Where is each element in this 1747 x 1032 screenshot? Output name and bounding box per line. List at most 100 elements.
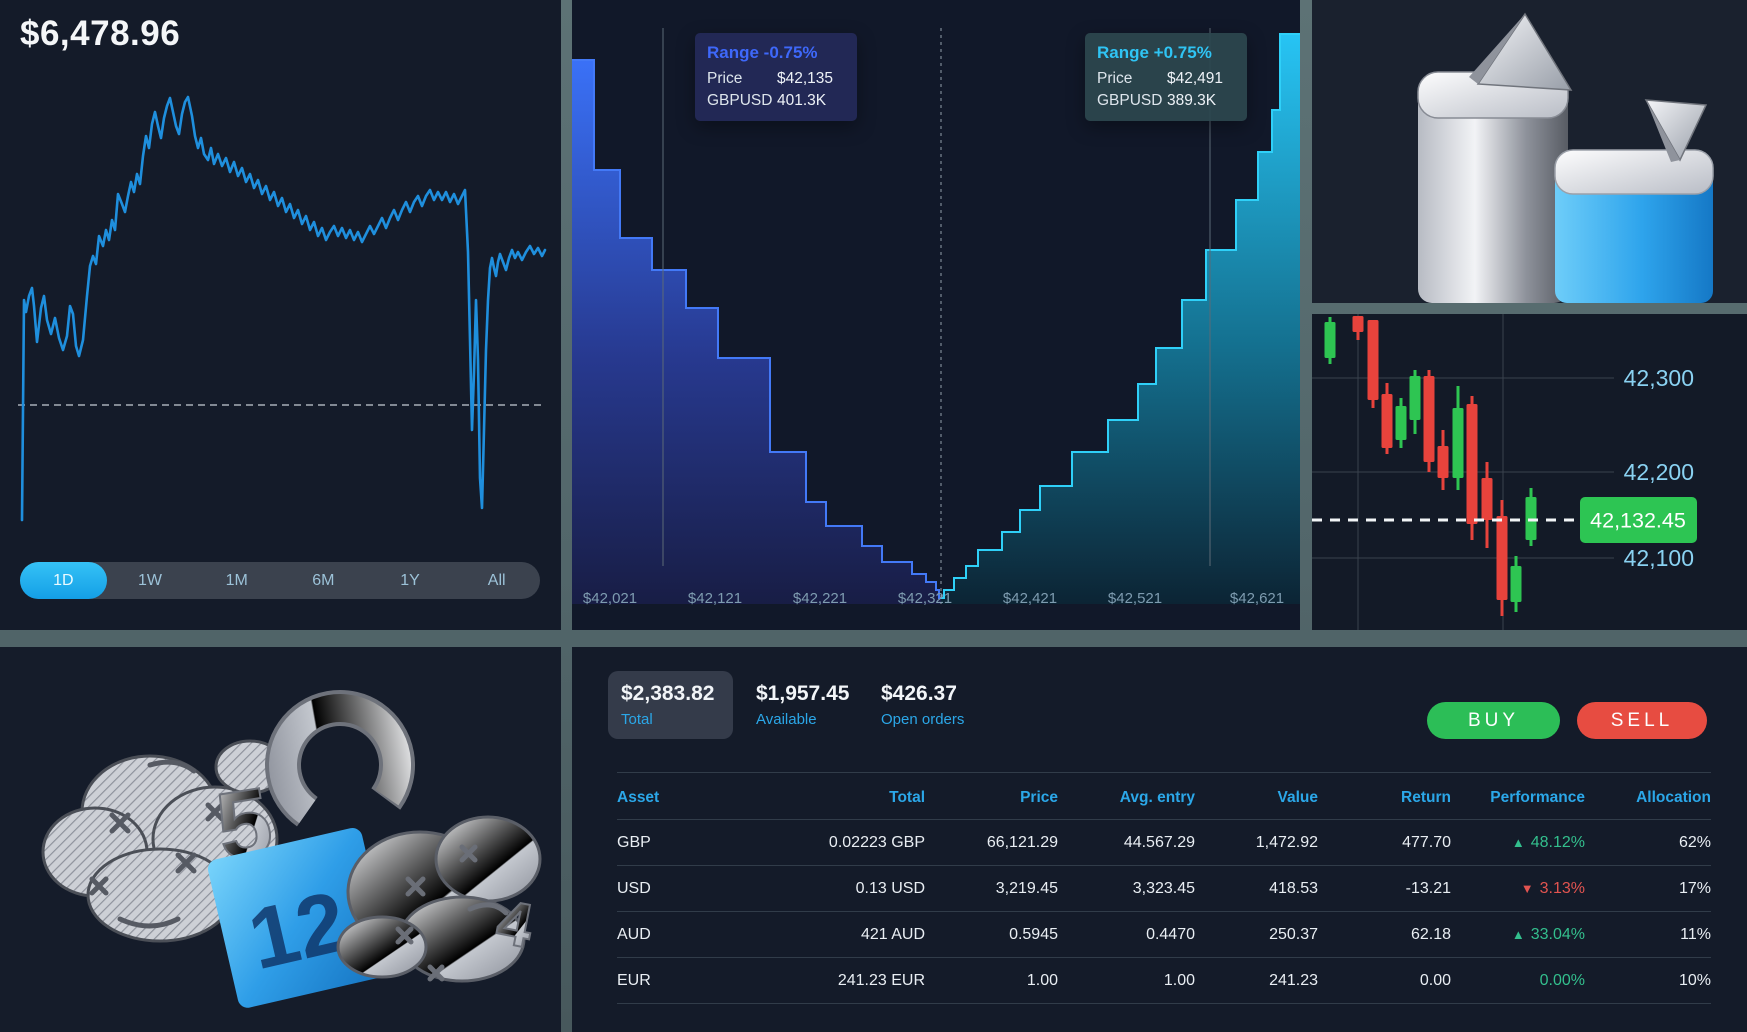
asset-row-eur[interactable]: EUR 241.23 EUR 1.00 1.00 241.23 0.00 0.00% 10% xyxy=(617,958,1711,1004)
timeframe-1y[interactable]: 1Y xyxy=(367,562,454,599)
tooltip-price-label: Price xyxy=(1097,70,1133,87)
depth-chart-panel: Range -0.75% Price $42,135 GBPUSD 401.3K… xyxy=(572,0,1300,630)
table-cell: USD xyxy=(617,880,651,897)
depth-chart[interactable] xyxy=(572,0,1300,630)
svg-text:42,132.45: 42,132.45 xyxy=(1590,509,1686,533)
open-orders-label: Open orders xyxy=(881,711,965,728)
table-cell: 62% xyxy=(1678,834,1711,851)
timeframe-1d[interactable]: 1D xyxy=(20,562,107,599)
table-cell: 0.5945 xyxy=(1009,926,1058,943)
portfolio-line-chart[interactable] xyxy=(0,0,561,630)
table-cell: AUD xyxy=(617,926,651,943)
table-separator xyxy=(617,819,1711,820)
price-axis-label: 42,100 xyxy=(1624,545,1694,571)
asset-row-aud[interactable]: AUD 421 AUD 0.5945 0.4470 250.37 62.18 ▲ 33.04%… xyxy=(617,912,1711,958)
tooltip-volume-value: 389.3K xyxy=(1167,92,1217,109)
open-orders-value: $426.37 xyxy=(881,682,957,705)
summary-open-orders: $426.37 Open orders xyxy=(881,671,964,728)
table-cell: 44.567.29 xyxy=(1123,834,1195,851)
candlestick-chart[interactable]: 42,132.45 42,300 42,200 42,100 xyxy=(1312,314,1747,630)
table-cell: 1,472.92 xyxy=(1255,834,1318,851)
current-price-badge: 42,132.45 xyxy=(1580,497,1697,543)
x-marks-right xyxy=(395,844,509,982)
table-cell: 0.02223 GBP xyxy=(828,834,925,851)
candlestick-panel: 42,132.45 42,300 42,200 42,100 xyxy=(1312,314,1747,630)
table-cell: EUR xyxy=(617,972,651,989)
tooltip-pair-label: GBPUSD xyxy=(1097,92,1163,109)
asset-row-usd[interactable]: USD 0.13 USD 3,219.45 3,323.45 418.53 -13.21 ▼… xyxy=(617,866,1711,912)
table-cell: 1.00 xyxy=(1163,972,1195,989)
tooltip-volume-value: 401.3K xyxy=(777,92,827,109)
depth-x-tick: $42,321 xyxy=(897,590,953,607)
table-header-row: Asset Total Price Avg. entry Value Return Perf… xyxy=(617,775,1711,821)
portfolio-panel: $2,383.82 Total $1,957.45 Available $426… xyxy=(572,647,1747,1032)
depth-tooltip-bid: Range -0.75% Price $42,135 GBPUSD 401.3K xyxy=(695,33,857,121)
table-separator xyxy=(617,1003,1711,1004)
timeframe-1m[interactable]: 1M xyxy=(193,562,280,599)
depth-x-tick: $42,121 xyxy=(687,590,743,607)
sell-button[interactable]: SELL xyxy=(1577,702,1707,739)
portfolio-value-panel: $6,478.96 1D 1W 1M 6M 1Y All xyxy=(0,0,561,630)
portfolio-summary: $2,383.82 Total $1,957.45 Available $426… xyxy=(572,671,1747,741)
triangle-up-icon: ▲ xyxy=(1511,927,1525,942)
summary-available: $1,957.45 Available xyxy=(756,671,849,728)
table-cell: 3,219.45 xyxy=(995,880,1058,897)
tooltip-price-value: $42,135 xyxy=(777,70,834,87)
blue-pillar xyxy=(1554,99,1714,303)
available-value: $1,957.45 xyxy=(756,682,850,705)
timeframe-6m[interactable]: 6M xyxy=(280,562,367,599)
svg-text:12: 12 xyxy=(240,873,355,988)
illustration-bars-panel xyxy=(1312,0,1747,303)
table-cell: 0.4470 xyxy=(1146,926,1195,943)
tooltip-price-label: Price xyxy=(707,70,743,87)
table-cell: 241.23 EUR xyxy=(837,972,925,989)
summary-total: $2,383.82 Total xyxy=(608,671,733,739)
performance-cell: ▲ 48.12% xyxy=(1511,834,1585,851)
depth-tooltip-ask: Range +0.75% Price $42,491 GBPUSD 389.3K xyxy=(1085,33,1247,121)
price-axis-label: 42,200 xyxy=(1624,459,1694,485)
depth-x-tick: $42,221 xyxy=(792,590,848,607)
performance-cell: 0.00% xyxy=(1539,972,1585,989)
table-cell: 250.37 xyxy=(1269,926,1318,943)
table-cell: 0.13 USD xyxy=(855,880,925,897)
timeframe-1w[interactable]: 1W xyxy=(107,562,194,599)
table-cell: 477.70 xyxy=(1402,834,1451,851)
tooltip-pair-label: GBPUSD xyxy=(707,92,773,109)
total-label: Total xyxy=(621,711,653,728)
table-separator xyxy=(617,865,1711,866)
table-separator xyxy=(617,772,1711,773)
metal-bars-illustration xyxy=(1417,12,1714,303)
total-value: $2,383.82 xyxy=(621,682,715,705)
table-separator xyxy=(617,911,1711,912)
available-label: Available xyxy=(756,711,817,728)
price-axis-label: 42,300 xyxy=(1624,365,1694,391)
silver-pillar xyxy=(1417,12,1573,303)
depth-x-tick: $42,621 xyxy=(1229,590,1285,607)
depth-x-tick: $42,521 xyxy=(1107,590,1163,607)
table-cell: 62.18 xyxy=(1410,926,1451,943)
column-header: Performance xyxy=(1490,789,1585,806)
timeframe-all[interactable]: All xyxy=(453,562,540,599)
column-header: Total xyxy=(889,789,925,806)
numbers-dice-illustration: 5 12 4 xyxy=(41,690,542,1008)
tooltip-range-label: Range +0.75% xyxy=(1097,43,1212,62)
triangle-down-icon: ▼ xyxy=(1520,881,1534,896)
table-cell: 11% xyxy=(1680,926,1711,943)
buy-button[interactable]: BUY xyxy=(1427,702,1560,739)
table-cell: 3,323.45 xyxy=(1132,880,1195,897)
column-header: Asset xyxy=(617,789,660,806)
depth-x-axis: $42,021 $42,121 $42,221 $42,321 $42,421 $42,5… xyxy=(572,590,1300,612)
table-cell: -13.21 xyxy=(1405,880,1451,897)
table-cell: 17% xyxy=(1678,880,1711,897)
column-header: Price xyxy=(1020,789,1058,806)
performance-cell: ▲ 33.04% xyxy=(1511,926,1585,943)
table-cell: 10% xyxy=(1678,972,1711,989)
illustration-numbers-panel: 5 12 4 xyxy=(0,647,561,1032)
triangle-up-icon: ▲ xyxy=(1511,835,1525,850)
performance-cell: ▼ 3.13% xyxy=(1520,880,1585,897)
column-header: Avg. entry xyxy=(1119,789,1195,806)
asset-row-gbp[interactable]: GBP 0.02223 GBP 66,121.29 44.567.29 1,472.92… xyxy=(617,820,1711,866)
column-header: Allocation xyxy=(1636,789,1711,806)
table-cell: 421 AUD xyxy=(860,926,925,943)
table-cell: 66,121.29 xyxy=(986,834,1058,851)
